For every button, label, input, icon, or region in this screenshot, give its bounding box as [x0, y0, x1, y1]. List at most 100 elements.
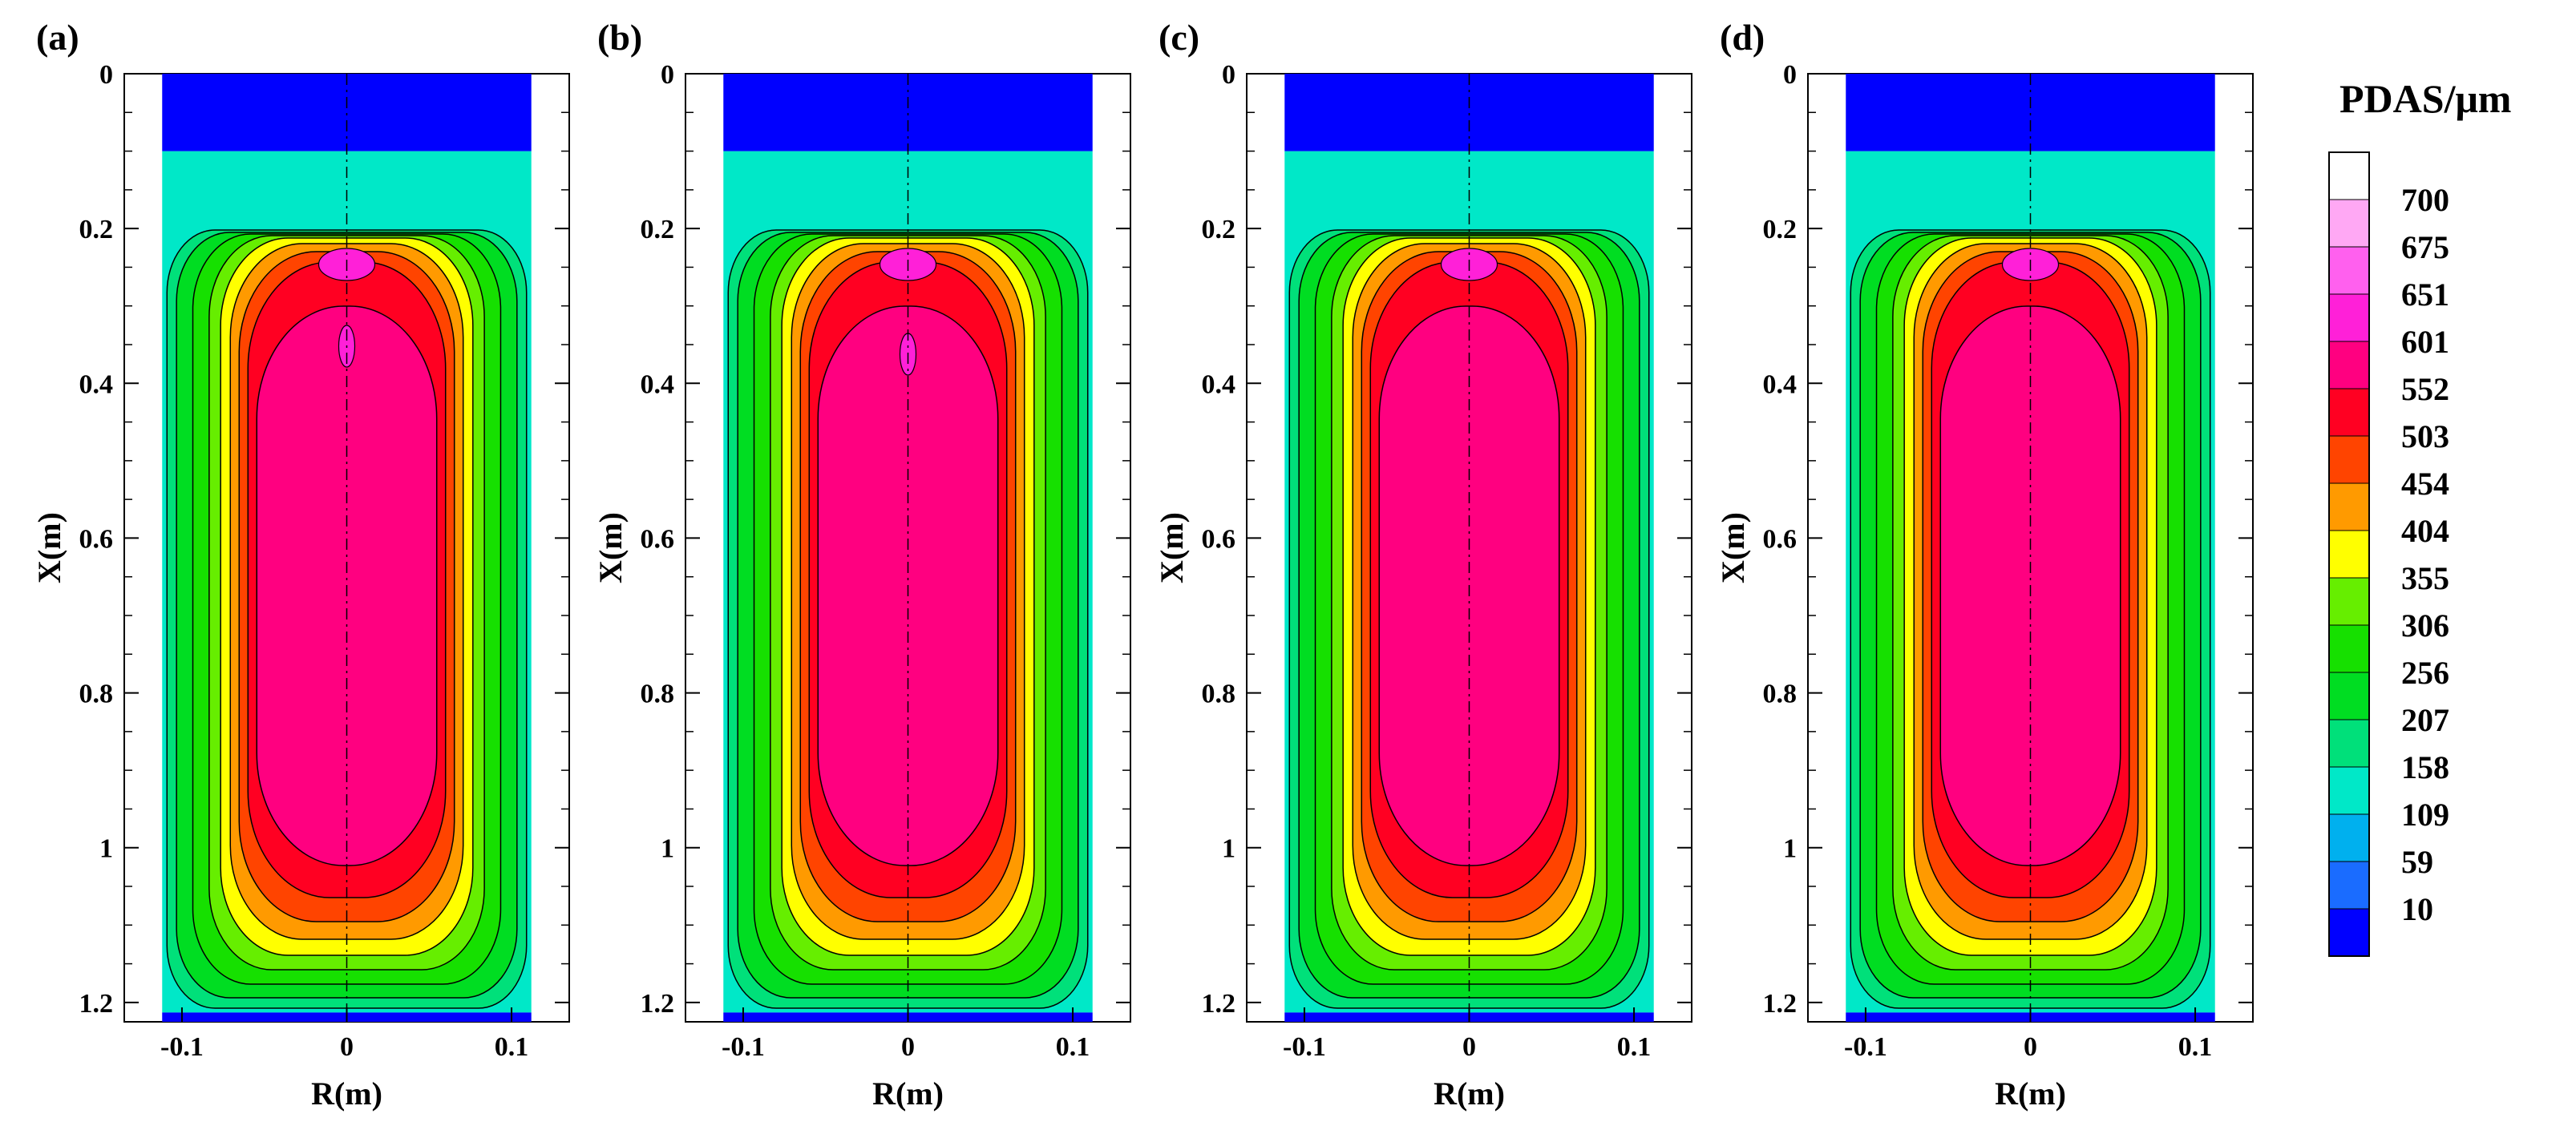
colorbar-label: 675 — [2401, 229, 2449, 265]
y-tick-label: 1 — [99, 834, 113, 864]
y-axis-label: X(m) — [1154, 512, 1190, 583]
y-tick-label: 0 — [661, 60, 674, 90]
y-tick-label: 1 — [1222, 834, 1235, 864]
panel-c: 0 0.2 0.4 0.6 0.8 1 1.2 -0.1 0 0.1 (c) R(m) X(m) — [1154, 17, 1692, 1112]
x-axis-label: R(m) — [1434, 1076, 1505, 1112]
x-axis-label: R(m) — [1995, 1076, 2066, 1112]
y-axis-label: X(m) — [1715, 512, 1751, 583]
colorbar-swatch — [2328, 861, 2370, 910]
y-tick-label: 0 — [99, 60, 113, 90]
colorbar-swatches — [2328, 151, 2370, 957]
colorbar-swatch — [2328, 672, 2370, 720]
x-tick-label: 0 — [2024, 1032, 2037, 1062]
y-tick-label: 0.8 — [1763, 680, 1798, 709]
y-axis-label: X(m) — [592, 512, 629, 583]
colorbar-swatch — [2328, 908, 2370, 957]
x-tick-label: 0 — [901, 1032, 915, 1062]
panel-d: 0 0.2 0.4 0.6 0.8 1 1.2 -0.1 0 0.1 (d) R(m) X(m) — [1715, 17, 2254, 1112]
y-tick-label: 0.2 — [79, 215, 114, 244]
top-block — [1284, 74, 1654, 151]
x-tick-label: 0.1 — [495, 1032, 529, 1062]
y-tick-label: 0.2 — [641, 215, 675, 244]
y-tick-label: 0 — [1783, 60, 1797, 90]
colorbar-label: 503 — [2401, 418, 2449, 454]
colorbar-label: 256 — [2401, 655, 2449, 691]
y-tick-label: 0.4 — [641, 369, 675, 399]
colorbar-swatch — [2328, 766, 2370, 815]
colorbar-label: 158 — [2401, 749, 2449, 785]
y-tick-label: 1.2 — [1202, 989, 1236, 1019]
x-tick-label: 0.1 — [1056, 1032, 1090, 1062]
colorbar-swatch — [2328, 435, 2370, 484]
y-tick-label: 0 — [1222, 60, 1235, 90]
panel-label: (b) — [597, 17, 642, 58]
colorbar-swatch — [2328, 577, 2370, 626]
top-block — [162, 74, 532, 151]
colorbar-labels: 10 59 109 158 207 256 306 355 404 454 503 552 601 651… — [2401, 182, 2449, 927]
y-tick-label: 0.2 — [1763, 215, 1798, 244]
x-tick-label: 0 — [1462, 1032, 1476, 1062]
y-tick-label: 0.6 — [1202, 524, 1236, 554]
x-axis-label: R(m) — [872, 1076, 944, 1112]
colorbar-swatch — [2328, 624, 2370, 673]
y-tick-label: 1.2 — [1763, 989, 1798, 1019]
colorbar-title: PDAS/μm — [2339, 76, 2511, 121]
colorbar-frame — [2328, 151, 2370, 957]
y-tick-label: 0.6 — [79, 524, 114, 554]
x-tick-label: 0.1 — [1617, 1032, 1652, 1062]
panel-b: 0 0.2 0.4 0.6 0.8 1 1.2 -0.1 0 0.1 (b) R(m) X(m) — [592, 17, 1131, 1112]
x-tick-label: -0.1 — [1283, 1032, 1326, 1062]
y-axis-label: X(m) — [31, 512, 67, 583]
colorbar-swatch — [2328, 246, 2370, 295]
colorbar-swatch — [2328, 388, 2370, 437]
colorbar-label: 59 — [2401, 844, 2433, 880]
y-tick-label: 0.6 — [1763, 524, 1798, 554]
x-tick-label: -0.1 — [722, 1032, 765, 1062]
colorbar-label: 109 — [2401, 797, 2449, 833]
panel-label: (a) — [36, 17, 79, 58]
colorbar-label: 306 — [2401, 607, 2449, 644]
y-tick-label: 0.2 — [1202, 215, 1236, 244]
y-tick-label: 0.6 — [641, 524, 675, 554]
colorbar-swatch — [2328, 341, 2370, 389]
y-tick-label: 1 — [661, 834, 674, 864]
panel-label: (d) — [1720, 17, 1765, 58]
x-tick-label: -0.1 — [1844, 1032, 1887, 1062]
x-axis-label: R(m) — [311, 1076, 382, 1112]
top-block — [723, 74, 1093, 151]
y-tick-label: 0.8 — [641, 680, 675, 709]
colorbar-swatch — [2328, 482, 2370, 531]
top-block — [1846, 74, 2215, 151]
panel-label: (c) — [1159, 17, 1199, 58]
colorbar-swatch — [2328, 293, 2370, 342]
colorbar-swatch — [2328, 813, 2370, 862]
y-tick-label: 0.8 — [79, 680, 114, 709]
colorbar-label: 355 — [2401, 560, 2449, 596]
y-tick-label: 0.4 — [1763, 369, 1798, 399]
colorbar-swatch — [2328, 199, 2370, 248]
x-tick-label: 0.1 — [2178, 1032, 2213, 1062]
x-tick-label: 0 — [340, 1032, 354, 1062]
y-tick-label: 1.2 — [79, 989, 114, 1019]
colorbar-label: 552 — [2401, 371, 2449, 407]
colorbar-label: 651 — [2401, 276, 2449, 313]
colorbar-swatch — [2328, 719, 2370, 768]
colorbar: PDAS/μm 10 59 109 158 207 256 306 355 404 454 503 5… — [2328, 76, 2511, 957]
colorbar-swatch — [2328, 530, 2370, 579]
y-tick-label: 1 — [1783, 834, 1797, 864]
panels: 0 0.2 0.4 0.6 0.8 1 1.2 -0.1 0 0.1 (a) R(m) X(m) 0 0.2… — [31, 17, 2254, 1112]
colorbar-label: 10 — [2401, 891, 2433, 927]
y-tick-label: 0.8 — [1202, 680, 1236, 709]
panel-a: 0 0.2 0.4 0.6 0.8 1 1.2 -0.1 0 0.1 (a) R(m) X(m) — [31, 17, 570, 1112]
colorbar-swatch — [2328, 151, 2370, 200]
colorbar-label: 404 — [2401, 513, 2449, 549]
colorbar-label: 207 — [2401, 702, 2449, 738]
colorbar-label: 700 — [2401, 182, 2449, 218]
y-tick-label: 0.4 — [1202, 369, 1236, 399]
y-tick-label: 1.2 — [641, 989, 675, 1019]
x-tick-label: -0.1 — [160, 1032, 204, 1062]
colorbar-label: 601 — [2401, 324, 2449, 360]
colorbar-label: 454 — [2401, 466, 2449, 502]
y-tick-label: 0.4 — [79, 369, 114, 399]
